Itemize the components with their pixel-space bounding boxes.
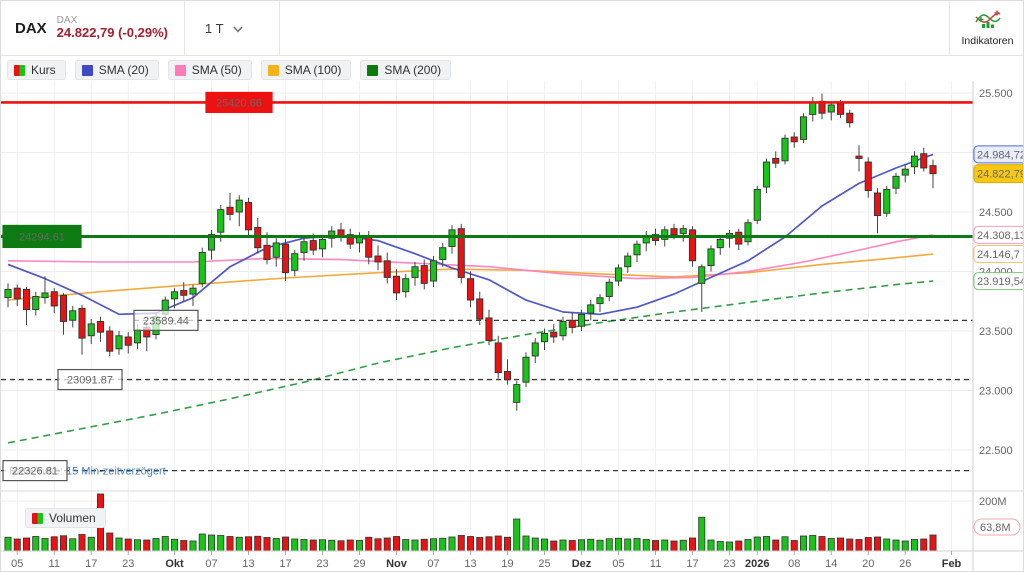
header-divider: [183, 1, 185, 55]
price-and-change: 24.822,79 (-0,29%): [56, 25, 168, 41]
svg-text:24.984,72: 24.984,72: [977, 149, 1024, 161]
svg-text:24294.61: 24294.61: [19, 231, 65, 243]
svg-text:24.822,79: 24.822,79: [977, 169, 1024, 181]
svg-text:14: 14: [825, 558, 837, 570]
svg-text:63,8M: 63,8M: [980, 522, 1011, 534]
legend-item-sma20[interactable]: SMA (20): [74, 60, 159, 80]
chevron-down-icon: [232, 21, 243, 36]
sma50-line: [7, 234, 934, 280]
svg-text:23.919,54: 23.919,54: [977, 276, 1024, 288]
svg-text:Nov: Nov: [386, 558, 408, 570]
svg-text:26: 26: [899, 558, 911, 570]
legend-label: SMA (100): [284, 63, 342, 77]
price-chart-canvas[interactable]: Data-Time: 15 Min-zeitverzögert25420.662…: [1, 81, 1024, 572]
svg-text:11: 11: [650, 558, 661, 570]
vertical-gridlines: [16, 81, 952, 551]
price-axis-badges: 24.984,72 24.822,79 24.308,13 24.146,7 23.91…: [973, 145, 1024, 536]
level-label: 23091.87: [57, 368, 123, 391]
svg-text:13: 13: [242, 558, 254, 570]
legend-item-sma200[interactable]: SMA (200): [360, 60, 452, 80]
sma100-swatch: [267, 64, 279, 76]
svg-text:200M: 200M: [979, 496, 1007, 508]
level-label: 24294.61: [2, 224, 82, 249]
volume-legend-label: Volumen: [49, 511, 96, 525]
horizontal-gridlines: [1, 92, 973, 502]
legend-label: SMA (50): [191, 63, 242, 77]
chart-header: DAX DAX 24.822,79 (-0,29%) 1 T: [1, 1, 1023, 56]
svg-text:08: 08: [788, 558, 800, 570]
time-axis-labels: 05 11 17 23 Okt 07 13 17 23 29 Nov 07 13 19 25 Dez 05 11 1…: [11, 551, 962, 570]
svg-text:23.000: 23.000: [979, 386, 1013, 398]
header-divider: [278, 1, 280, 55]
quote-block: DAX 24.822,79 (-0,29%): [57, 15, 168, 41]
svg-text:17: 17: [85, 558, 97, 570]
legend-item-kurs[interactable]: Kurs: [7, 60, 66, 80]
svg-text:22.500: 22.500: [979, 445, 1013, 457]
svg-text:17: 17: [279, 558, 291, 570]
svg-text:25420.66: 25420.66: [216, 97, 262, 109]
svg-text:2026: 2026: [745, 558, 769, 570]
svg-text:25.500: 25.500: [979, 88, 1013, 100]
dashed-levels: [1, 319, 973, 472]
svg-text:23589.44: 23589.44: [143, 315, 189, 327]
symbol-title: DAX: [15, 19, 47, 37]
level-label: 25420.66: [205, 91, 273, 114]
svg-text:05: 05: [612, 558, 624, 570]
svg-text:17: 17: [686, 558, 698, 570]
svg-text:07: 07: [427, 558, 439, 570]
level-label: 22326.81: [2, 460, 68, 482]
timeframe-value: 1 T: [204, 20, 224, 36]
legend-item-sma50[interactable]: SMA (50): [167, 60, 252, 80]
indicators-button[interactable]: Indikatoren: [949, 1, 1023, 55]
instrument-name: DAX: [56, 14, 78, 26]
svg-text:20: 20: [862, 558, 874, 570]
timeframe-dropdown[interactable]: 1 T: [185, 1, 263, 55]
svg-text:24.308,13: 24.308,13: [977, 230, 1024, 242]
svg-text:23: 23: [723, 558, 735, 570]
legend-label: Kurs: [31, 63, 56, 77]
svg-text:29: 29: [353, 558, 365, 570]
svg-text:Feb: Feb: [942, 558, 962, 570]
svg-text:22326.81: 22326.81: [12, 466, 58, 478]
svg-text:25: 25: [538, 558, 550, 570]
legend-item-sma100[interactable]: SMA (100): [260, 60, 352, 80]
svg-text:11: 11: [49, 558, 60, 570]
sma200-swatch: [367, 64, 379, 76]
legend-label: SMA (20): [98, 63, 149, 77]
indicators-icon: [974, 10, 1001, 32]
svg-text:05: 05: [11, 558, 23, 570]
legend-label: SMA (200): [384, 63, 442, 77]
indicators-label: Indikatoren: [961, 34, 1014, 47]
svg-text:23091.87: 23091.87: [67, 375, 113, 387]
svg-text:Okt: Okt: [165, 558, 184, 570]
level-label: 23589.44: [133, 309, 199, 331]
volume-legend[interactable]: Volumen: [25, 508, 106, 528]
svg-text:23.500: 23.500: [979, 326, 1013, 338]
svg-text:07: 07: [205, 558, 217, 570]
svg-text:24.146,7: 24.146,7: [977, 249, 1020, 261]
svg-text:19: 19: [501, 558, 513, 570]
svg-text:13: 13: [464, 558, 476, 570]
sma50-swatch: [174, 64, 186, 76]
candle-swatch: [14, 64, 25, 76]
svg-text:23: 23: [122, 558, 134, 570]
chart-legend: Kurs SMA (20) SMA (50) SMA (100) SMA (20…: [7, 60, 452, 80]
svg-text:Dez: Dez: [572, 558, 592, 570]
svg-text:24.500: 24.500: [979, 207, 1013, 219]
volume-swatch: [32, 512, 43, 524]
svg-text:23: 23: [316, 558, 328, 570]
sma20-swatch: [81, 64, 93, 76]
